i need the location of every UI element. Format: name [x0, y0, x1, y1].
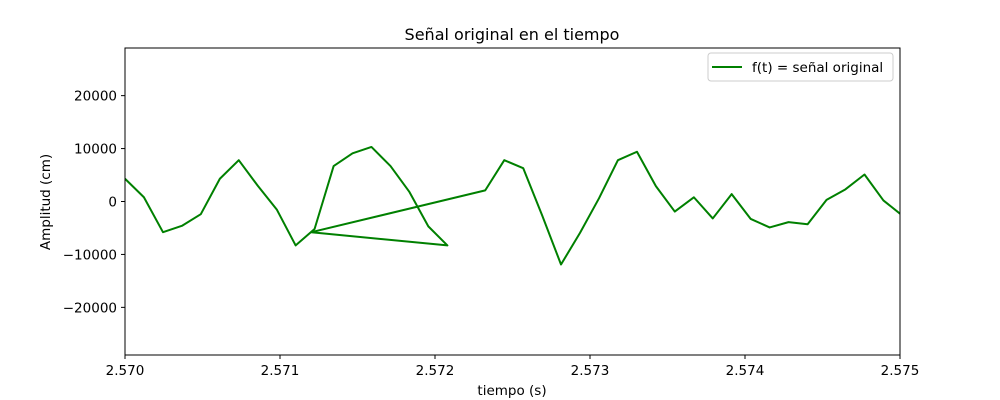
x-tick-label: 2.575 — [881, 363, 920, 379]
plot-area — [125, 145, 900, 266]
x-axis-label: tiempo (s) — [477, 383, 546, 399]
chart-title: Señal original en el tiempo — [405, 25, 620, 44]
y-tick-label: 0 — [108, 195, 117, 211]
y-tick-label: −10000 — [63, 247, 117, 263]
y-tick-label: −20000 — [63, 300, 117, 316]
axes-frame — [124, 47, 901, 356]
x-tick-label: 2.570 — [106, 363, 145, 379]
legend-box — [707, 52, 894, 82]
y-tick-label: 20000 — [74, 89, 117, 105]
y-axis-label: Amplitud (cm) — [38, 154, 54, 250]
legend: f(t) = señal original — [707, 52, 894, 82]
x-tick-label: 2.572 — [416, 363, 455, 379]
axis-ticks: 2.570 2.571 2.572 2.573 2.574 2.575 −20000 −100… — [63, 47, 920, 379]
x-tick-label: 2.573 — [571, 363, 610, 379]
x-tick-label: 2.574 — [726, 363, 765, 379]
legend-label: f(t) = señal original — [752, 60, 883, 76]
series-line-0 — [125, 145, 900, 266]
x-tick-label: 2.571 — [261, 363, 300, 379]
y-tick-label: 10000 — [74, 142, 117, 158]
